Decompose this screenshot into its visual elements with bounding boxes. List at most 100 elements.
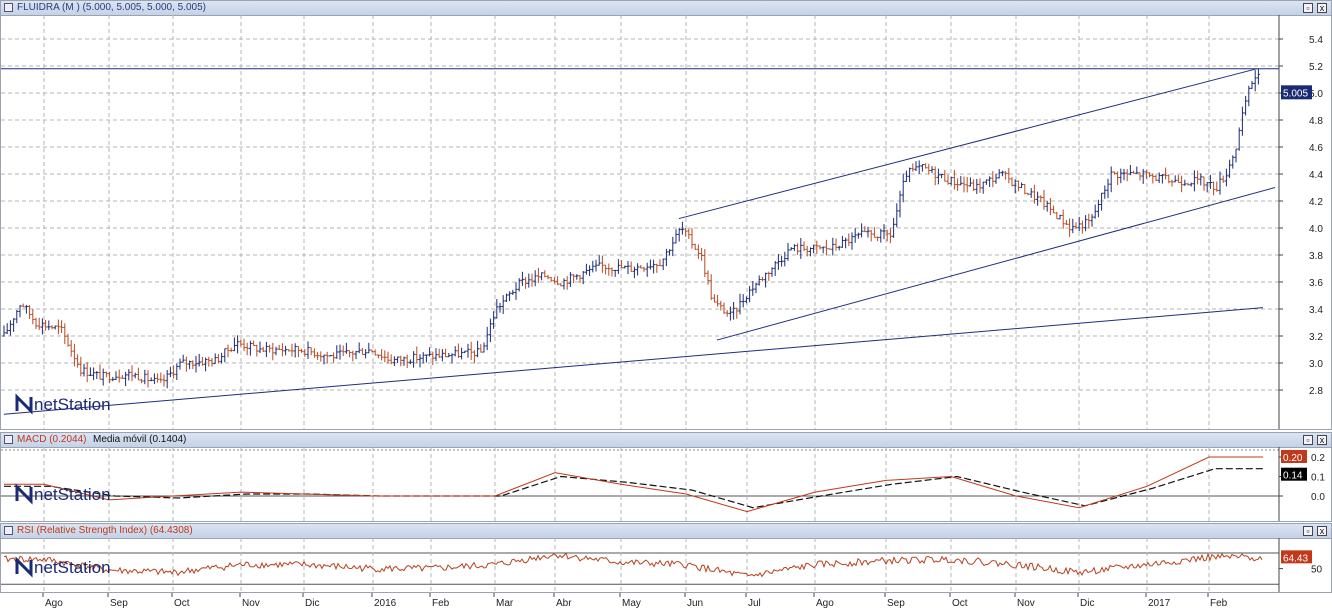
ohlc-bar	[178, 358, 182, 370]
time-tick-label: Mar	[496, 598, 514, 609]
ohlc-bar	[949, 176, 953, 186]
ohlc-bar	[354, 350, 358, 360]
ohlc-bar	[610, 267, 614, 277]
ohlc-bar	[389, 354, 393, 365]
close-icon[interactable]: x	[1317, 526, 1327, 536]
ohlc-bar	[280, 343, 284, 357]
ohlc-bar	[197, 353, 201, 367]
restore-icon[interactable]: ▫	[1303, 3, 1313, 13]
ohlc-bar	[184, 356, 188, 372]
panel-menu-icon[interactable]	[4, 435, 13, 444]
restore-icon[interactable]: ▫	[1303, 526, 1313, 536]
ohlc-bar	[1176, 174, 1180, 183]
ohlc-bar	[268, 344, 272, 353]
ohlc-bar	[444, 348, 448, 358]
ohlc-bar	[229, 347, 233, 352]
ohlc-bar	[876, 236, 880, 242]
ohlc-bar	[28, 304, 32, 319]
ohlc-bar	[892, 217, 896, 238]
ohlc-bar	[776, 254, 780, 270]
ohlc-bar	[412, 351, 416, 368]
ohlc-bar	[15, 309, 19, 324]
restore-icon[interactable]: ▫	[1303, 435, 1313, 445]
ohlc-bar	[415, 346, 419, 364]
close-icon[interactable]: x	[1317, 3, 1327, 13]
ohlc-bar	[264, 341, 268, 358]
ohlc-bar	[1096, 199, 1100, 218]
ohlc-bar	[1052, 205, 1056, 214]
ohlc-bar	[1208, 174, 1212, 189]
ohlc-bar	[584, 263, 588, 275]
channel-lower-line	[716, 187, 1276, 341]
ohlc-bar	[1199, 173, 1203, 186]
ohlc-bar	[767, 271, 771, 281]
ohlc-bar	[1160, 173, 1164, 184]
ohlc-bar	[44, 320, 48, 331]
time-tick-label: Ago	[816, 598, 834, 609]
price-badge-value: 5.005	[1283, 88, 1308, 99]
macd-title: MACD (0.2044)	[17, 434, 87, 445]
ohlc-bar	[47, 320, 51, 331]
ohlc-bar	[200, 356, 204, 366]
ohlc-bar	[293, 343, 297, 358]
ohlc-bar	[607, 263, 611, 276]
ohlc-bar	[1068, 218, 1072, 237]
ohlc-bar	[79, 356, 83, 377]
ohlc-bar	[789, 247, 793, 251]
ohlc-bar	[1180, 175, 1184, 193]
ohlc-bar	[780, 255, 784, 267]
ohlc-bar	[645, 262, 649, 277]
ohlc-bar	[1224, 168, 1228, 187]
ohlc-bar	[786, 242, 790, 261]
ohlc-bar	[309, 347, 313, 356]
ohlc-bar	[1109, 166, 1113, 193]
ohlc-bar	[69, 340, 73, 357]
ohlc-bar	[453, 346, 457, 357]
ohlc-bar	[1240, 106, 1244, 136]
ohlc-bar	[108, 371, 112, 384]
ohlc-bar	[405, 354, 409, 369]
ohlc-bar	[1250, 81, 1254, 89]
ohlc-bar	[485, 326, 489, 351]
ohlc-bar	[63, 323, 67, 345]
ohlc-bar	[703, 249, 707, 278]
ohlc-bar	[956, 178, 960, 191]
ohlc-bar	[885, 229, 889, 242]
ohlc-bar	[95, 371, 99, 380]
ohlc-bar	[1231, 155, 1235, 169]
ohlc-bar	[872, 227, 876, 238]
ohlc-bar	[821, 246, 825, 254]
panel-menu-icon[interactable]	[4, 3, 13, 12]
ohlc-bar	[364, 349, 368, 359]
ohlc-bar	[546, 274, 550, 280]
ohlc-bar	[911, 163, 915, 172]
ohlc-bar	[604, 264, 608, 275]
price-tick-label: 3.2	[1309, 332, 1323, 343]
ohlc-bar	[924, 163, 928, 169]
ohlc-bar	[575, 274, 579, 280]
time-tick-label: Dic	[305, 598, 319, 609]
ohlc-bar	[914, 161, 918, 171]
ohlc-bar	[802, 241, 806, 251]
ohlc-bar	[1087, 213, 1091, 229]
ohlc-bar	[1253, 70, 1257, 92]
ohlc-bar	[866, 226, 870, 238]
ohlc-bar	[76, 354, 80, 368]
ohlc-bar	[114, 371, 118, 381]
ohlc-bar	[895, 203, 899, 228]
ohlc-bar	[735, 307, 739, 319]
ohlc-bar	[479, 344, 483, 353]
ohlc-bar	[933, 166, 937, 186]
ohlc-bar	[325, 351, 329, 364]
panel-menu-icon[interactable]	[4, 526, 13, 535]
ohlc-bar	[72, 343, 76, 367]
ohlc-bar	[40, 318, 44, 335]
ohlc-bar	[239, 339, 243, 347]
ohlc-bar	[1116, 171, 1120, 186]
netstation-logo: netStation	[15, 483, 111, 505]
ohlc-bar	[351, 350, 355, 362]
ohlc-bar	[140, 378, 144, 384]
ohlc-bar	[162, 374, 166, 387]
close-icon[interactable]: x	[1317, 435, 1327, 445]
ohlc-bar	[984, 179, 988, 185]
